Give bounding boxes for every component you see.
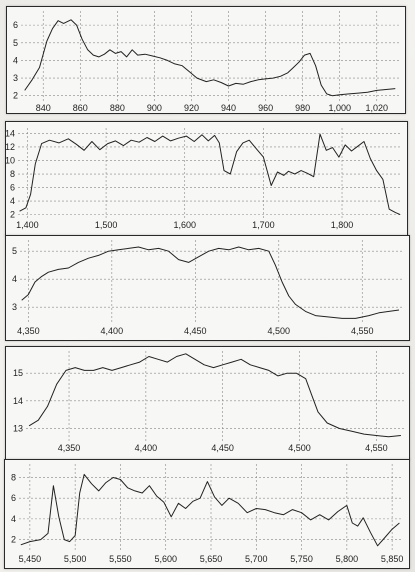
y-tick-label: 4 bbox=[11, 514, 16, 524]
x-tick-label: 940 bbox=[221, 103, 236, 113]
x-tick-label: 4,550 bbox=[351, 326, 374, 336]
y-tick-label: 8 bbox=[11, 472, 16, 482]
chart-panel-4: 4,350 4,400 4,450 4,500 4,550 13 14 15 bbox=[5, 346, 410, 460]
x-tick-label: 4,350 bbox=[58, 443, 81, 453]
x-tick-label: 1,700 bbox=[252, 220, 275, 230]
y-tick-label: 3 bbox=[13, 73, 18, 83]
x-tick-label: 980 bbox=[295, 103, 310, 113]
x-tick-label: 5,500 bbox=[64, 554, 87, 564]
chart-panel-2: 1,400 1,500 1,600 1,700 1,800 2 4 6 8 10 12 14 bbox=[5, 121, 408, 236]
x-tick-label: 5,800 bbox=[336, 554, 359, 564]
y-tick-label: 4 bbox=[12, 274, 17, 284]
y-tick-label: 15 bbox=[13, 368, 23, 378]
chart-panel-1: 840 860 880 900 920 940 960 980 1,000 1,020 2 3 4 5 6 bbox=[6, 6, 406, 114]
chart-panel-5: 5,450 5,500 5,550 5,600 5,650 5,700 5,750 5,800… bbox=[4, 459, 410, 569]
x-tick-label: 4,550 bbox=[365, 443, 388, 453]
chart-4-svg: 4,350 4,400 4,450 4,500 4,550 13 14 15 bbox=[13, 351, 404, 453]
x-tick-label: 5,700 bbox=[245, 554, 268, 564]
x-tick-label: 880 bbox=[110, 103, 125, 113]
chart-1-svg: 840 860 880 900 920 940 960 980 1,000 1,020 2 3 4 5 6 bbox=[13, 11, 399, 113]
x-tick-label: 4,400 bbox=[135, 443, 158, 453]
x-tick-label: 960 bbox=[258, 103, 273, 113]
x-tick-label: 5,850 bbox=[381, 554, 404, 564]
x-tick-label: 5,600 bbox=[154, 554, 177, 564]
series-line bbox=[19, 133, 401, 216]
y-tick-label: 2 bbox=[13, 91, 18, 101]
y-tick-label: 2 bbox=[10, 210, 15, 220]
x-tick-label: 860 bbox=[73, 103, 88, 113]
x-tick-label: 4,450 bbox=[211, 443, 234, 453]
y-tick-label: 13 bbox=[13, 424, 23, 434]
y-tick-label: 5 bbox=[12, 246, 17, 256]
x-tick-label: 4,350 bbox=[17, 326, 40, 336]
y-tick-label: 10 bbox=[5, 155, 15, 165]
y-tick-label: 6 bbox=[11, 493, 16, 503]
y-tick-label: 5 bbox=[13, 38, 18, 48]
series-line bbox=[28, 353, 401, 438]
x-tick-label: 4,450 bbox=[184, 326, 207, 336]
x-tick-label: 1,500 bbox=[95, 220, 118, 230]
series-line bbox=[20, 473, 400, 547]
y-tick-label: 12 bbox=[5, 142, 15, 152]
x-tick-label: 4,500 bbox=[288, 443, 311, 453]
x-tick-label: 5,750 bbox=[290, 554, 313, 564]
x-tick-label: 5,550 bbox=[109, 554, 132, 564]
x-tick-label: 4,500 bbox=[268, 326, 291, 336]
y-tick-label: 4 bbox=[10, 196, 15, 206]
chart-2-svg: 1,400 1,500 1,600 1,700 1,800 2 4 6 8 10 12 14 bbox=[5, 128, 401, 230]
series-line bbox=[24, 19, 396, 97]
x-tick-label: 900 bbox=[147, 103, 162, 113]
y-tick-label: 4 bbox=[13, 55, 18, 65]
x-tick-label: 4,400 bbox=[101, 326, 124, 336]
chart-3-svg: 4,350 4,400 4,450 4,500 4,550 3 4 5 bbox=[12, 240, 404, 336]
y-tick-label: 3 bbox=[12, 302, 17, 312]
x-tick-label: 5,650 bbox=[200, 554, 223, 564]
y-tick-label: 6 bbox=[10, 183, 15, 193]
x-tick-label: 840 bbox=[36, 103, 51, 113]
x-tick-label: 1,400 bbox=[16, 220, 39, 230]
y-tick-label: 6 bbox=[13, 20, 18, 30]
series-line bbox=[21, 246, 400, 319]
x-tick-label: 1,800 bbox=[331, 220, 354, 230]
chart-panel-3: 4,350 4,400 4,450 4,500 4,550 3 4 5 bbox=[5, 235, 410, 341]
x-tick-label: 5,450 bbox=[19, 554, 42, 564]
y-tick-label: 2 bbox=[11, 535, 16, 545]
x-tick-label: 1,020 bbox=[365, 103, 388, 113]
chart-5-svg: 5,450 5,500 5,550 5,600 5,650 5,700 5,750 5,800… bbox=[11, 464, 404, 564]
x-tick-label: 920 bbox=[184, 103, 199, 113]
y-tick-label: 8 bbox=[10, 169, 15, 179]
y-tick-label: 14 bbox=[5, 128, 15, 138]
y-tick-label: 14 bbox=[13, 396, 23, 406]
x-tick-label: 1,000 bbox=[328, 103, 351, 113]
x-tick-label: 1,600 bbox=[173, 220, 196, 230]
